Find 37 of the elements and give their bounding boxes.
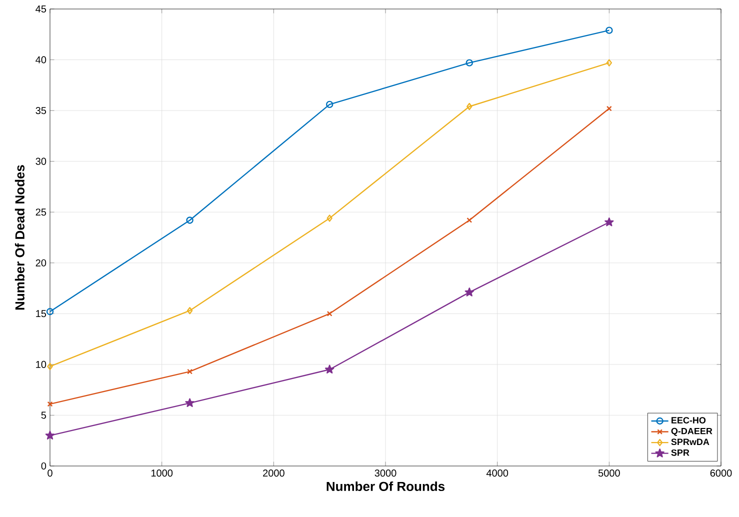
legend-label: SPRwDA: [671, 438, 710, 446]
point: [324, 364, 334, 374]
x-tick-label: 0: [48, 470, 52, 477]
point: [186, 216, 194, 224]
y-tick-label: 20: [36, 259, 46, 266]
x-tick-label: 1000: [151, 470, 173, 477]
point: [604, 217, 614, 226]
legend-label: SPR: [671, 449, 690, 456]
point: [466, 102, 472, 110]
y-tick-label: 15: [36, 310, 46, 318]
point: [326, 214, 332, 222]
point: [45, 430, 55, 440]
point: [464, 288, 474, 296]
y-tick-label: 35: [36, 107, 46, 114]
y-axis-title: Number Of Dead Nodes: [14, 165, 24, 310]
point: [466, 59, 473, 66]
y-tick-label: 25: [36, 208, 46, 216]
x-tick-label: 2000: [263, 470, 284, 477]
x-tick-label: 6000: [710, 470, 732, 477]
point: [326, 310, 332, 316]
x-tick-label: 3000: [374, 470, 396, 477]
y-tick-label: 0: [41, 462, 46, 470]
y-tick-label: 30: [36, 158, 46, 165]
x-tick-label: 4000: [486, 470, 508, 477]
point: [185, 398, 194, 408]
y-tick-label: 5: [41, 412, 46, 419]
x-tick-label: 5000: [598, 470, 620, 477]
legend-label: Q-DAEER: [671, 428, 712, 436]
y-tick-label: 45: [36, 6, 46, 12]
point: [186, 307, 193, 314]
point: [326, 100, 334, 108]
point: [187, 368, 193, 374]
legend-label: EEC-HO: [672, 417, 706, 424]
point: [466, 218, 472, 223]
x-axis-title: Number Of Rounds: [326, 481, 445, 492]
y-tick-label: 10: [36, 360, 46, 368]
y-tick-label: 40: [36, 56, 46, 64]
